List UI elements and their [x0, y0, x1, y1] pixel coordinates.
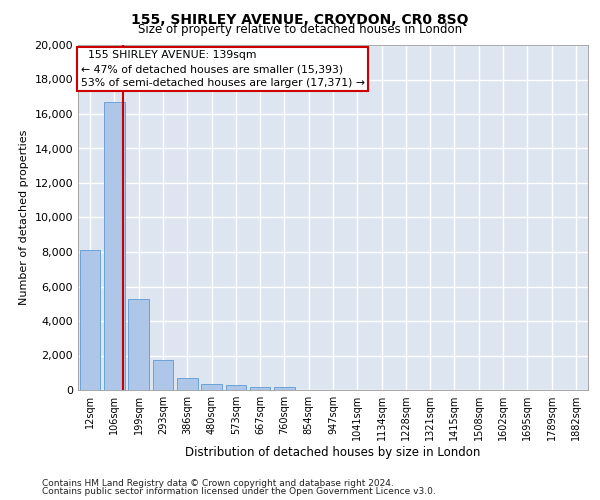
Text: Size of property relative to detached houses in London: Size of property relative to detached ho… [138, 22, 462, 36]
Bar [226, 385, 246, 390]
Text: Contains HM Land Registry data © Crown copyright and database right 2024.: Contains HM Land Registry data © Crown c… [42, 479, 394, 488]
Text: 155, SHIRLEY AVENUE, CROYDON, CR0 8SQ: 155, SHIRLEY AVENUE, CROYDON, CR0 8SQ [131, 12, 469, 26]
Y-axis label: Number of detached properties: Number of detached properties [19, 130, 29, 305]
Bar [250, 386, 271, 390]
Text: Contains public sector information licensed under the Open Government Licence v3: Contains public sector information licen… [42, 487, 436, 496]
Bar [274, 386, 295, 390]
Bar [104, 102, 125, 390]
Bar [177, 378, 197, 390]
Bar [128, 298, 149, 390]
X-axis label: Distribution of detached houses by size in London: Distribution of detached houses by size … [185, 446, 481, 459]
Bar [80, 250, 100, 390]
Bar [201, 384, 222, 390]
Text: 155 SHIRLEY AVENUE: 139sqm
← 47% of detached houses are smaller (15,393)
53% of : 155 SHIRLEY AVENUE: 139sqm ← 47% of deta… [80, 50, 365, 88]
Bar [152, 360, 173, 390]
